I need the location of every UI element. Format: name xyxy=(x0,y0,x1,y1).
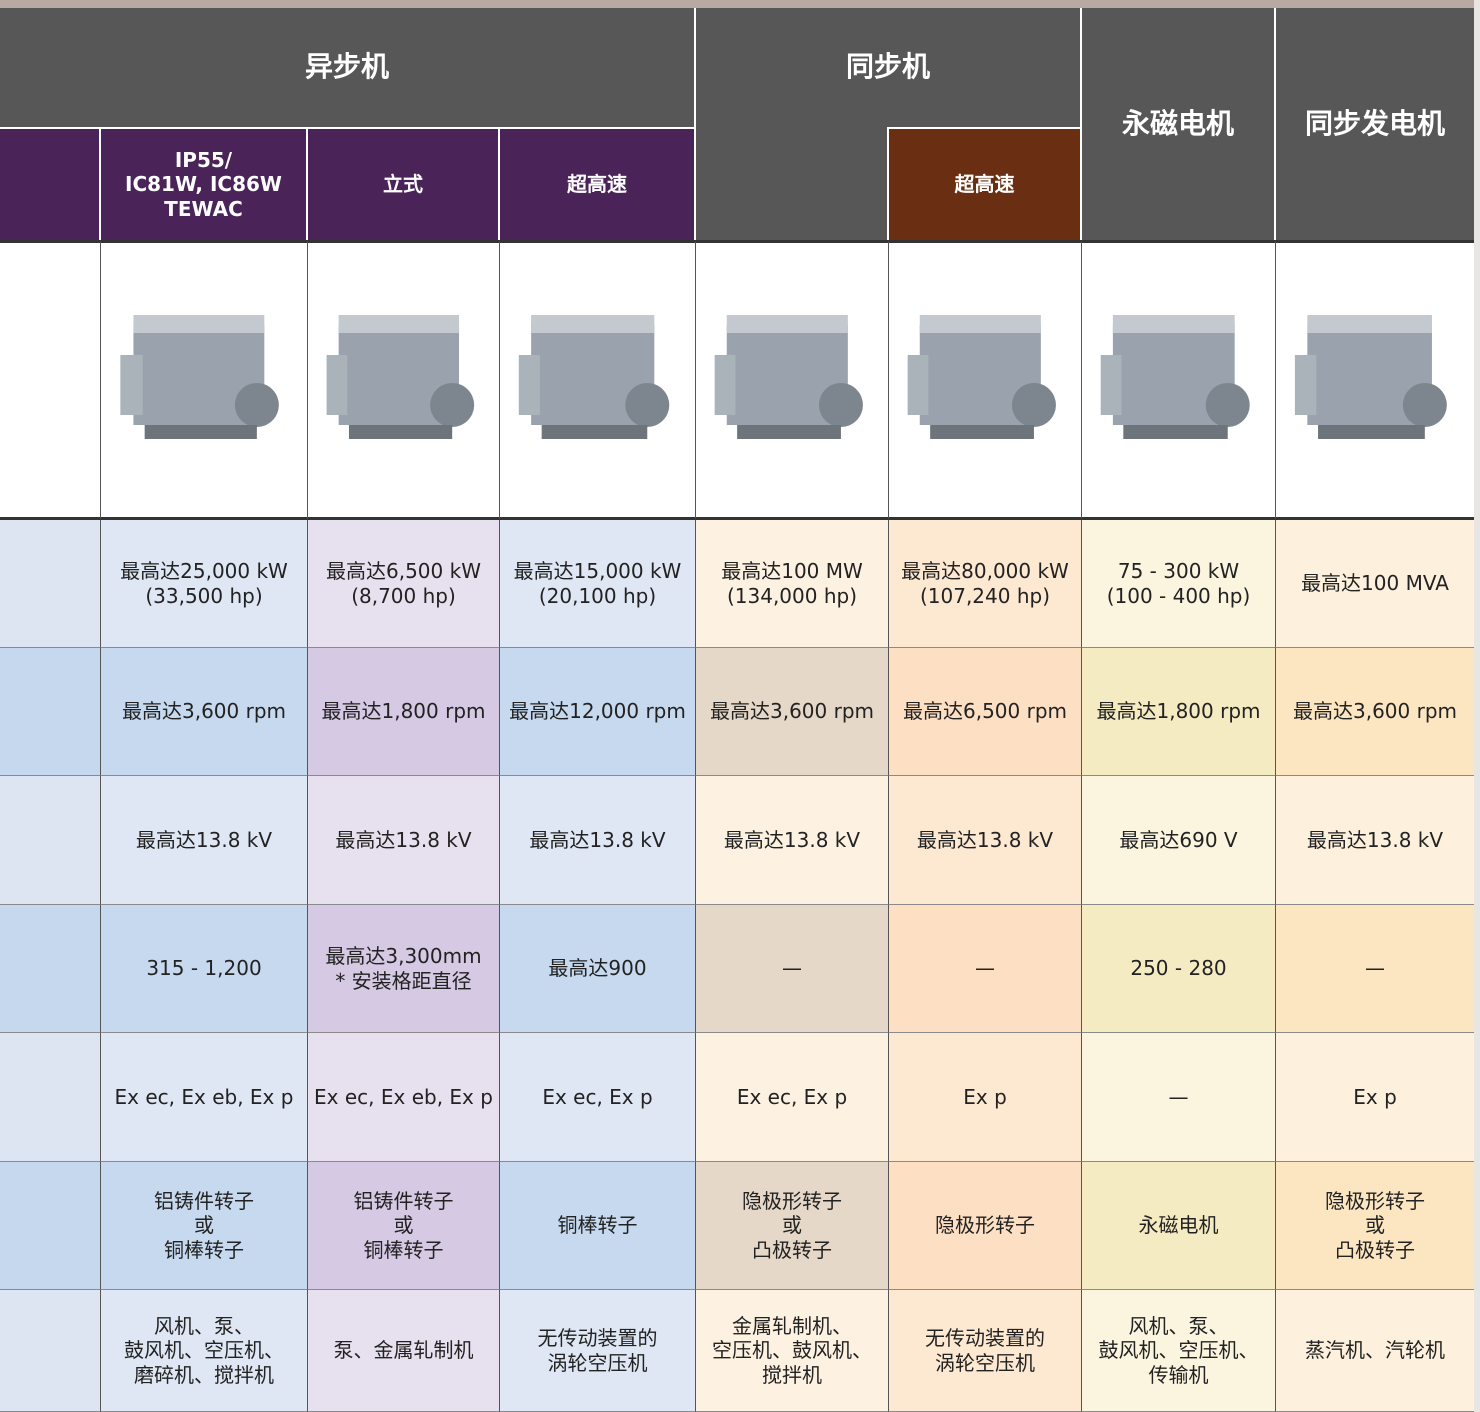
image-cell xyxy=(1082,240,1276,520)
image-cell xyxy=(0,240,101,520)
image-cell xyxy=(696,240,889,520)
group-header: 永磁电机 xyxy=(1082,8,1276,240)
image-cell xyxy=(101,240,308,520)
table-cell: 最高达1,800 rpm xyxy=(308,648,500,776)
subheader: 超高速 xyxy=(889,127,1082,240)
table-cell: 最高达13.8 kV xyxy=(889,776,1082,905)
table-cell: Ex p xyxy=(1276,1033,1474,1162)
table-cell: — xyxy=(889,905,1082,1033)
table-cell: 泵、金属轧制机 xyxy=(308,1290,500,1412)
subheader-cell xyxy=(696,127,889,240)
motor-image xyxy=(1100,315,1250,439)
table-cell: 最高达13.8 kV xyxy=(500,776,696,905)
image-cell xyxy=(308,240,500,520)
table-cell: Ex ec, Ex eb, Ex p xyxy=(308,1033,500,1162)
motor-image xyxy=(907,315,1056,439)
group-header: 同步机 xyxy=(696,8,1082,127)
table-cell: 最高达1,800 rpm xyxy=(1082,648,1276,776)
table-cell: 最高达3,600 rpm xyxy=(101,648,308,776)
table-cell: Ex ec, Ex p xyxy=(500,1033,696,1162)
image-cell xyxy=(500,240,696,520)
table-cell: 最高达3,600 rpm xyxy=(696,648,889,776)
table-cell: 最高达12,000 rpm xyxy=(500,648,696,776)
table-cell: 最高达3,300mm * 安装格距直径 xyxy=(308,905,500,1033)
subheader-cell xyxy=(0,127,101,240)
motor-image xyxy=(714,315,863,439)
row-label-cell xyxy=(0,776,101,905)
table-cell: 最高达25,000 kW (33,500 hp) xyxy=(101,520,308,648)
row-label-cell xyxy=(0,1162,101,1290)
subheader: 立式 xyxy=(308,127,500,240)
right-strip xyxy=(1474,0,1480,1412)
table-cell: Ex ec, Ex p xyxy=(696,1033,889,1162)
table-cell: 隐极形转子 xyxy=(889,1162,1082,1290)
motor-image xyxy=(119,315,279,439)
table-cell: 最高达13.8 kV xyxy=(696,776,889,905)
motor-image xyxy=(518,315,669,439)
table-cell: 风机、泵、 鼓风机、空压机、 磨碎机、搅拌机 xyxy=(101,1290,308,1412)
table-cell: 无传动装置的 涡轮空压机 xyxy=(500,1290,696,1412)
table-cell: Ex p xyxy=(889,1033,1082,1162)
motor-image xyxy=(1294,315,1447,439)
subheader: 超高速 xyxy=(500,127,696,240)
group-header: 异步机 xyxy=(0,8,696,127)
table-cell: 风机、泵、 鼓风机、空压机、 传输机 xyxy=(1082,1290,1276,1412)
table-cell: 蒸汽机、汽轮机 xyxy=(1276,1290,1474,1412)
table-cell: 最高达13.8 kV xyxy=(308,776,500,905)
table-cell: 最高达690 V xyxy=(1082,776,1276,905)
motor-image xyxy=(326,315,474,439)
image-cell xyxy=(1276,240,1474,520)
table-cell: 最高达100 MW (134,000 hp) xyxy=(696,520,889,648)
table-cell: 最高达13.8 kV xyxy=(1276,776,1474,905)
table-cell: Ex ec, Ex eb, Ex p xyxy=(101,1033,308,1162)
table-cell: — xyxy=(1276,905,1474,1033)
row-label-cell xyxy=(0,648,101,776)
image-cell xyxy=(889,240,1082,520)
table-cell: 最高达6,500 kW (8,700 hp) xyxy=(308,520,500,648)
table-cell: 铝铸件转子 或 铜棒转子 xyxy=(101,1162,308,1290)
group-header: 同步发电机 xyxy=(1276,8,1474,240)
table-cell: 隐极形转子 或 凸极转子 xyxy=(696,1162,889,1290)
table-cell: 最高达900 xyxy=(500,905,696,1033)
row-label-cell xyxy=(0,520,101,648)
table-cell: 最高达3,600 rpm xyxy=(1276,648,1474,776)
row-label-cell xyxy=(0,1290,101,1412)
table-cell: 铝铸件转子 或 铜棒转子 xyxy=(308,1162,500,1290)
table-cell: — xyxy=(1082,1033,1276,1162)
table-cell: 最高达80,000 kW (107,240 hp) xyxy=(889,520,1082,648)
table-cell: 75 - 300 kW (100 - 400 hp) xyxy=(1082,520,1276,648)
table-cell: — xyxy=(696,905,889,1033)
table-cell: 315 - 1,200 xyxy=(101,905,308,1033)
table-cell: 隐极形转子 或 凸极转子 xyxy=(1276,1162,1474,1290)
table-cell: 铜棒转子 xyxy=(500,1162,696,1290)
table-cell: 250 - 280 xyxy=(1082,905,1276,1033)
row-label-cell xyxy=(0,1033,101,1162)
table-cell: 金属轧制机、 空压机、鼓风机、 搅拌机 xyxy=(696,1290,889,1412)
top-strip xyxy=(0,0,1480,8)
table-cell: 最高达15,000 kW (20,100 hp) xyxy=(500,520,696,648)
table-cell: 最高达6,500 rpm xyxy=(889,648,1082,776)
table-cell: 最高达13.8 kV xyxy=(101,776,308,905)
table-cell: 最高达100 MVA xyxy=(1276,520,1474,648)
subheader: IP55/ IC81W, IC86W TEWAC xyxy=(101,127,308,240)
row-label-cell xyxy=(0,905,101,1033)
table-cell: 无传动装置的 涡轮空压机 xyxy=(889,1290,1082,1412)
table-cell: 永磁电机 xyxy=(1082,1162,1276,1290)
